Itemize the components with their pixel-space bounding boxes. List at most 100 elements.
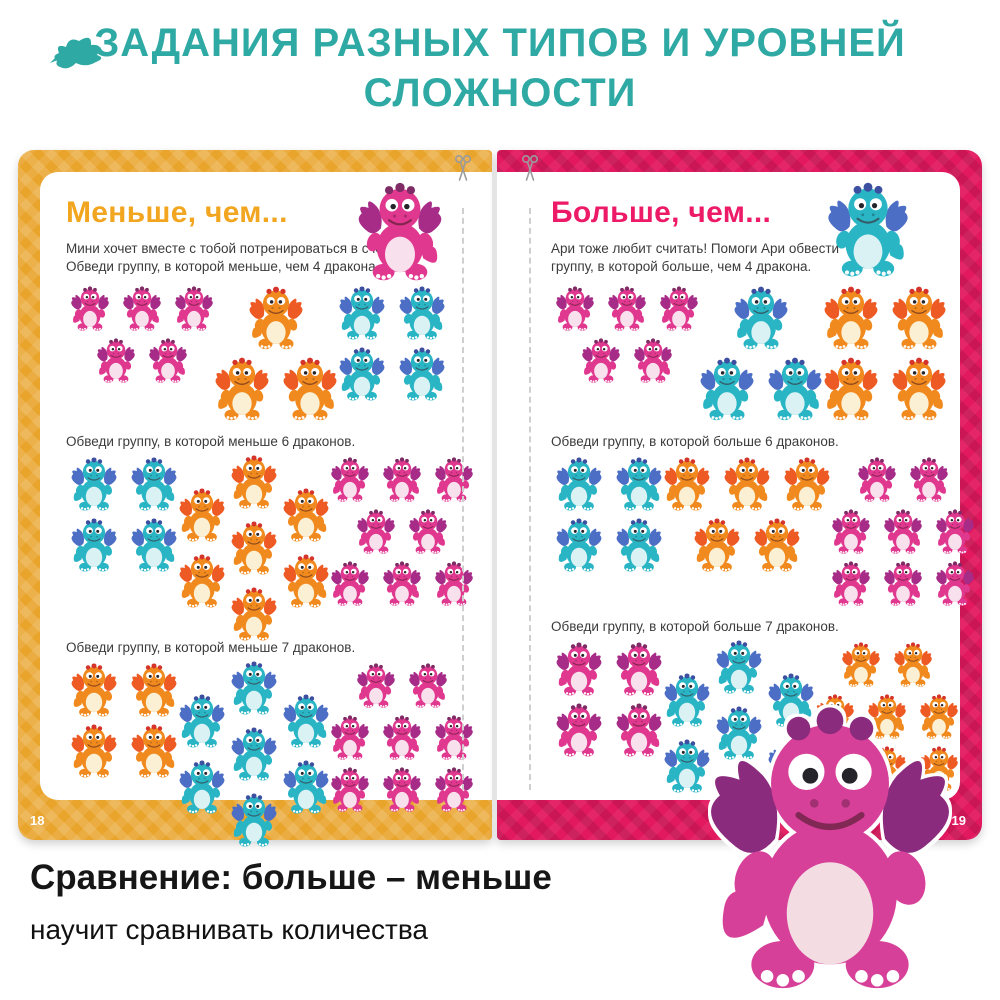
- pink-dragon-icon: [382, 457, 422, 503]
- orange-dragon-icon: [841, 642, 881, 688]
- pink-dragon-icon: [831, 561, 871, 607]
- right-page-intro: Ари тоже любит считать! Помоги Ари обвес…: [551, 241, 840, 275]
- footer-title: Сравнение: больше – меньше: [30, 858, 552, 897]
- pink-dragon-icon: [382, 715, 422, 761]
- dragon-groups-row: [66, 663, 444, 834]
- pink-dragon-icon: [382, 561, 422, 607]
- cut-line: [529, 208, 531, 790]
- pink-dragon-icon: [935, 561, 975, 607]
- teal-dragon-icon: [767, 357, 823, 422]
- orange-dragon-icon: [693, 518, 741, 573]
- dragon-groups-row: [551, 286, 930, 422]
- dragon-group-pink-8: [831, 457, 975, 607]
- dragon-group-pink-8: [330, 663, 474, 813]
- pink-dragon-icon: [434, 767, 474, 813]
- orange-dragon-icon: [891, 357, 947, 422]
- left-page: Меньше, чем... Мини хочет вместе с тобой…: [40, 172, 492, 800]
- pink-dragon-icon: [434, 457, 474, 503]
- footer: Сравнение: больше – меньше научит сравни…: [30, 858, 552, 946]
- exercise: [551, 286, 930, 422]
- pink-dragon-icon: [122, 286, 162, 332]
- dragon-group-teal-4: [338, 286, 446, 402]
- dragon-group-teal-3: [699, 286, 823, 422]
- dragon-group-pink-4: [555, 642, 663, 758]
- orange-dragon-icon: [282, 488, 330, 543]
- pink-dragon-icon: [330, 457, 370, 503]
- dragon-group-teal-7: [178, 663, 330, 834]
- teal-dragon-icon: [70, 457, 118, 512]
- exercise: [66, 286, 444, 422]
- dragon-group-orange-5: [663, 457, 831, 573]
- dragon-group-orange-7: [178, 457, 330, 628]
- exercise-instruction: Обведи группу, в которой меньше 7 дракон…: [66, 640, 356, 656]
- big-pink-dragon-icon: [704, 705, 956, 996]
- orange-dragon-icon: [214, 357, 270, 422]
- orange-dragon-icon: [130, 724, 178, 779]
- teal-dragon-icon: [826, 182, 910, 279]
- pink-dragon-icon: [70, 286, 110, 332]
- left-panel-background: Меньше, чем... Мини хочет вместе с тобой…: [18, 150, 492, 840]
- dragon-group-orange-3: [214, 286, 338, 422]
- teal-dragon-icon: [130, 518, 178, 573]
- dragon-group-orange-4: [823, 286, 947, 422]
- orange-dragon-icon: [230, 587, 278, 642]
- orange-dragon-icon: [823, 357, 879, 422]
- right-page: Больше, чем... Ари тоже любит считать! П…: [497, 172, 960, 800]
- teal-dragon-icon: [555, 457, 603, 512]
- teal-dragon-icon: [615, 518, 663, 573]
- pink-dragon-icon: [434, 561, 474, 607]
- orange-dragon-icon: [893, 642, 933, 688]
- dragon-group-teal-4: [555, 457, 663, 573]
- cut-line: [462, 208, 464, 790]
- pink-dragon-icon: [935, 509, 975, 555]
- orange-dragon-icon: [130, 663, 178, 718]
- left-page-exercises: Обведи группу, в которой меньше 6 дракон…: [66, 286, 444, 834]
- scissors-icon: [520, 154, 540, 184]
- exercise: Обведи группу, в которой больше 7 дракон…: [551, 619, 930, 813]
- pink-dragon-icon: [356, 509, 396, 555]
- orange-dragon-icon: [783, 457, 831, 512]
- dragon-groups-row: [66, 286, 444, 422]
- page-number-right: 19: [951, 813, 966, 828]
- pink-dragon-icon: [148, 338, 188, 384]
- orange-dragon-icon: [70, 663, 118, 718]
- book-spread: Меньше, чем... Мини хочет вместе с тобой…: [18, 150, 982, 840]
- teal-dragon-icon: [282, 760, 330, 815]
- right-panel-background: Больше, чем... Ари тоже любит считать! П…: [497, 150, 982, 840]
- teal-dragon-icon: [398, 286, 446, 341]
- pink-dragon-icon: [356, 663, 396, 709]
- orange-dragon-icon: [248, 286, 304, 351]
- orange-dragon-icon: [282, 554, 330, 609]
- exercise: Обведи группу, в которой меньше 6 дракон…: [66, 434, 444, 628]
- teal-dragon-icon: [733, 286, 789, 351]
- pink-dragon-icon: [831, 509, 871, 555]
- teal-dragon-icon: [699, 357, 755, 422]
- pink-dragon-icon: [382, 767, 422, 813]
- pink-dragon-icon: [555, 642, 603, 697]
- header: ЗАДАНИЯ РАЗНЫХ ТИПОВ И УРОВНЕЙ СЛОЖНОСТИ: [0, 18, 1000, 118]
- bird-icon: [50, 32, 110, 80]
- footer-subtitle: научит сравнивать количества: [30, 914, 429, 945]
- pink-dragon-icon: [174, 286, 214, 332]
- pink-dragon-icon: [607, 286, 647, 332]
- pink-dragon-icon: [883, 561, 923, 607]
- pink-dragon-icon: [555, 703, 603, 758]
- teal-dragon-icon: [230, 793, 278, 848]
- pink-dragon-icon: [356, 182, 444, 283]
- exercise: Обведи группу, в которой больше 6 дракон…: [551, 434, 930, 607]
- page-number-left: 18: [30, 813, 45, 828]
- right-page-title: Больше, чем...: [551, 196, 772, 229]
- left-page-intro: Мини хочет вместе с тобой потренироватьс…: [66, 241, 400, 275]
- dragon-group-orange-4: [70, 663, 178, 779]
- pink-dragon-icon: [883, 509, 923, 555]
- pink-dragon-icon: [96, 338, 136, 384]
- teal-dragon-icon: [338, 286, 386, 341]
- pink-dragon-icon: [330, 561, 370, 607]
- orange-dragon-icon: [282, 357, 338, 422]
- pink-dragon-icon: [408, 663, 448, 709]
- pink-dragon-icon: [434, 715, 474, 761]
- teal-dragon-icon: [130, 457, 178, 512]
- pink-dragon-icon: [408, 509, 448, 555]
- exercise-instruction: Обведи группу, в которой больше 7 дракон…: [551, 619, 839, 635]
- pink-dragon-icon: [909, 457, 949, 503]
